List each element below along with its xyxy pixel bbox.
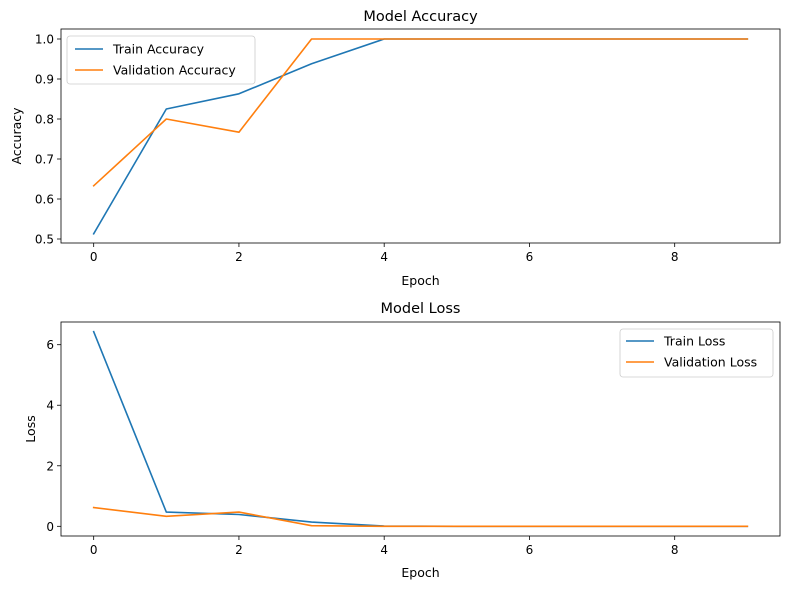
- accuracy-y-tick-label: 0.5: [35, 233, 54, 247]
- loss-series-validation-line: [92, 506, 749, 528]
- loss-legend-label-train: Train Loss: [663, 334, 725, 349]
- accuracy-y-tick-label: 0.6: [35, 193, 54, 207]
- loss-chart-title: Model Loss: [381, 301, 461, 317]
- loss-x-tick-label: 2: [235, 543, 243, 557]
- accuracy-legend-label-train: Train Accuracy: [112, 42, 205, 57]
- accuracy-legend-box: [66, 35, 256, 85]
- accuracy-legend-label-validation: Validation Accuracy: [113, 63, 236, 78]
- loss-chart: Model Loss 0 2 4 6 8 0 2 4 6 Epoch Loss Train L…: [23, 301, 781, 580]
- accuracy-y-tick-label: 0.7: [35, 153, 54, 167]
- accuracy-chart-title: Model Accuracy: [363, 9, 478, 25]
- loss-x-tick-label: 4: [380, 543, 388, 557]
- loss-x-axis-label: Epoch: [401, 565, 439, 580]
- accuracy-y-ticks: 0.5 0.6 0.7 0.8 0.9 1.0: [35, 33, 61, 247]
- accuracy-x-axis-label: Epoch: [401, 273, 439, 288]
- accuracy-series-lines: [92, 38, 749, 235]
- accuracy-x-tick-label: 8: [671, 250, 679, 264]
- accuracy-y-tick-label: 0.8: [35, 113, 54, 127]
- loss-plot-frame: [60, 321, 781, 537]
- loss-x-tick-label: 8: [671, 543, 679, 557]
- accuracy-series-validation-line: [92, 38, 749, 187]
- loss-x-tick-label: 6: [526, 543, 534, 557]
- accuracy-x-tick-label: 6: [526, 250, 534, 264]
- accuracy-y-axis-label: Accuracy: [9, 107, 24, 165]
- loss-legend-box: [619, 328, 774, 378]
- loss-y-ticks: 0 2 4 6: [46, 338, 61, 534]
- accuracy-y-tick-label: 1.0: [35, 33, 54, 47]
- loss-y-tick-label: 4: [46, 399, 54, 413]
- accuracy-legend: Train Accuracy Validation Accuracy: [66, 35, 256, 85]
- loss-y-tick-label: 0: [46, 520, 54, 534]
- accuracy-x-tick-label: 2: [235, 250, 243, 264]
- accuracy-plot-frame: [60, 28, 781, 244]
- loss-x-tick-label: 0: [90, 543, 98, 557]
- accuracy-x-tick-label: 4: [380, 250, 388, 264]
- accuracy-y-tick-label: 0.9: [35, 73, 54, 87]
- loss-series-lines: [92, 330, 749, 528]
- accuracy-x-ticks: 0 2 4 6 8: [90, 243, 679, 264]
- loss-x-ticks: 0 2 4 6 8: [90, 536, 679, 557]
- loss-legend-label-validation: Validation Loss: [664, 355, 757, 370]
- loss-y-tick-label: 6: [46, 338, 54, 352]
- loss-y-axis-label: Loss: [23, 415, 38, 442]
- loss-y-tick-label: 2: [46, 459, 54, 473]
- loss-legend: Train Loss Validation Loss: [619, 328, 774, 378]
- accuracy-x-tick-label: 0: [90, 250, 98, 264]
